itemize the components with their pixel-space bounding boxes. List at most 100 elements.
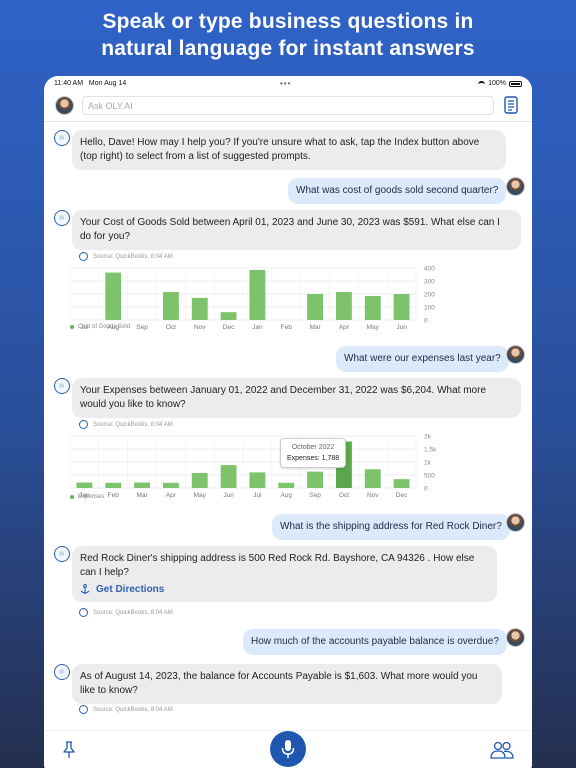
bot-icon	[54, 378, 70, 394]
assistant-message: As of August 14, 2023, the balance for A…	[72, 664, 502, 704]
x-tick-label: Jul	[253, 492, 262, 499]
x-tick-label: Oct	[339, 492, 349, 499]
x-tick-label: Mar	[136, 492, 148, 499]
tooltip-title: October 2022	[291, 444, 335, 451]
user-avatar	[506, 628, 525, 647]
battery-percent: 100%	[488, 80, 506, 87]
expenses-chart: 2k 1.5k 1k 500 0 Jan Feb Mar Apr May Jun Jul Aug Sep O…	[69, 434, 440, 500]
chart-legend: Expenses	[70, 494, 104, 500]
bar	[220, 465, 237, 488]
y-tick-label: 100	[424, 305, 435, 312]
status-time: 11:40 AM	[54, 80, 84, 87]
bar	[220, 312, 237, 320]
bot-icon	[54, 664, 70, 680]
info-dots-icon	[79, 250, 88, 261]
headline: Speak or type business questions in natu…	[0, 8, 576, 62]
user-avatar[interactable]	[55, 96, 74, 115]
headline-line-2: natural language for instant answers	[101, 37, 475, 60]
x-tick-label: Jun	[396, 324, 407, 331]
x-tick-label: Aug	[280, 492, 292, 499]
assistant-message: Your Expenses between January 01, 2022 a…	[72, 378, 521, 418]
x-tick-label: Aug	[107, 324, 119, 331]
source-label: Source: QuickBooks, 8:04 AM	[79, 703, 173, 714]
bar	[278, 482, 295, 488]
search-input[interactable]	[82, 96, 494, 115]
top-bar	[44, 92, 532, 122]
bar	[105, 272, 122, 320]
cogs-chart: 400 300 200 100 0 Jul Aug Sep Oct Nov Dec Jan Feb Mar…	[69, 266, 440, 332]
user-message: What is the shipping address for Red Roc…	[272, 514, 510, 540]
index-icon[interactable]	[504, 96, 518, 114]
y-tick-label: 2k	[424, 434, 432, 441]
legend-label: Cost of Goods Sold	[78, 324, 131, 330]
info-dots-icon	[79, 606, 88, 617]
y-tick-label: 0	[424, 486, 428, 493]
assistant-message: Your Cost of Goods Sold between April 01…	[72, 210, 521, 250]
get-directions-button[interactable]: Get Directions	[80, 584, 164, 595]
source-text: Source: QuickBooks, 8:04 AM	[93, 609, 173, 616]
multitask-dots-icon[interactable]: •••	[280, 79, 292, 88]
bar	[162, 292, 179, 320]
status-right: 100%	[478, 80, 522, 87]
assistant-message-text: Red Rock Diner's shipping address is 500…	[80, 553, 475, 578]
y-tick-label: 1.5k	[424, 447, 437, 454]
x-tick-label: Feb	[281, 324, 293, 331]
bar	[335, 292, 352, 320]
user-avatar	[506, 177, 525, 196]
chart-svg: 400 300 200 100 0 Jul Aug Sep Oct Nov Dec Jan Feb Mar…	[69, 266, 435, 331]
user-avatar	[506, 345, 525, 364]
bot-icon	[54, 546, 70, 562]
tablet-screen: 11:40 AM Mon Aug 14 ••• 100% Hello, Dave…	[44, 76, 532, 768]
source-text: Source: QuickBooks, 8:04 AM	[93, 706, 173, 713]
user-avatar	[506, 513, 525, 532]
y-tick-label: 500	[424, 473, 435, 480]
y-tick-label: 0	[424, 318, 428, 325]
get-directions-label: Get Directions	[96, 584, 165, 595]
x-tick-label: Feb	[108, 492, 120, 499]
chat-thread[interactable]: Hello, Dave! How may I help you? If you'…	[44, 124, 532, 730]
legend-swatch	[70, 325, 74, 329]
x-tick-label: Nov	[194, 324, 206, 331]
source-text: Source: QuickBooks, 8:04 AM	[93, 253, 173, 260]
headline-line-1: Speak or type business questions in	[102, 10, 474, 33]
mic-button[interactable]	[270, 731, 306, 767]
bar	[162, 482, 179, 488]
y-tick-label: 400	[424, 266, 435, 273]
source-label: Source: QuickBooks, 8:04 AM	[79, 250, 173, 261]
x-tick-label: Nov	[367, 492, 379, 499]
wifi-icon	[478, 81, 486, 86]
source-text: Source: QuickBooks, 8:04 AM	[93, 421, 173, 428]
info-dots-icon	[79, 703, 88, 714]
y-tick-label: 1k	[424, 460, 432, 467]
bar	[364, 469, 381, 488]
x-tick-label: Mar	[309, 324, 321, 331]
status-bar: 11:40 AM Mon Aug 14 ••• 100%	[44, 76, 532, 92]
x-tick-label: Oct	[166, 324, 176, 331]
assistant-message: Hello, Dave! How may I help you? If you'…	[72, 130, 506, 170]
x-tick-label: Sep	[136, 324, 148, 331]
bot-icon	[54, 130, 70, 146]
tooltip-value: Expenses: 1,788	[287, 455, 340, 462]
x-tick-label: Jan	[79, 492, 90, 499]
bar	[191, 297, 208, 320]
bar	[307, 294, 324, 320]
bar	[393, 479, 410, 488]
x-tick-label: Jan	[252, 324, 263, 331]
bar	[76, 482, 93, 488]
status-time-date: 11:40 AM Mon Aug 14	[54, 80, 126, 87]
x-tick-label: May	[194, 492, 207, 499]
bot-icon	[54, 210, 70, 226]
pin-icon[interactable]	[62, 741, 76, 759]
chart-legend: Cost of Goods Sold	[70, 324, 130, 330]
bar	[105, 482, 122, 488]
x-tick-label: Jul	[80, 324, 89, 331]
bar	[249, 269, 266, 320]
y-tick-label: 200	[424, 292, 435, 299]
user-message: What were our expenses last year?	[336, 346, 509, 372]
bar	[307, 471, 324, 488]
x-tick-label: Apr	[166, 492, 177, 499]
source-label: Source: QuickBooks, 8:04 AM	[79, 418, 173, 429]
people-icon[interactable]	[490, 741, 514, 759]
bottom-bar	[44, 730, 532, 768]
user-message: What was cost of goods sold second quart…	[288, 178, 507, 204]
